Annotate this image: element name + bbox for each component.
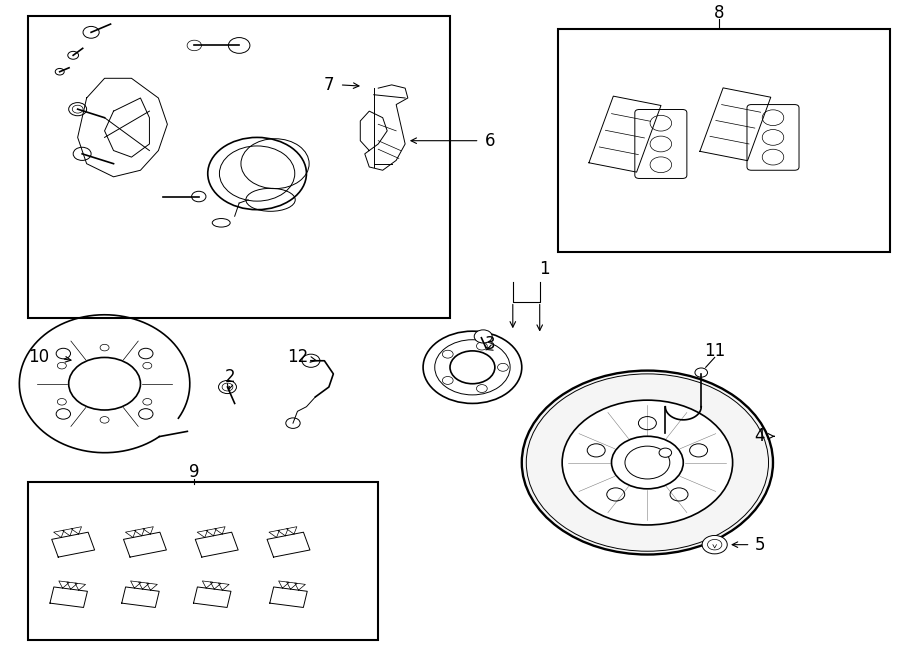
Circle shape (702, 535, 727, 554)
Circle shape (222, 383, 233, 391)
Circle shape (638, 416, 656, 430)
Circle shape (68, 102, 86, 116)
Circle shape (83, 26, 99, 38)
Circle shape (522, 371, 773, 555)
Circle shape (474, 330, 492, 343)
Circle shape (659, 448, 671, 457)
Circle shape (423, 331, 522, 403)
Text: 6: 6 (485, 132, 496, 149)
Circle shape (72, 105, 83, 113)
Ellipse shape (212, 219, 230, 227)
Circle shape (587, 444, 605, 457)
Text: 7: 7 (324, 76, 334, 94)
Circle shape (302, 354, 320, 368)
Circle shape (498, 364, 508, 371)
Circle shape (443, 377, 453, 385)
Bar (558, 29, 889, 253)
Text: 12: 12 (287, 348, 308, 366)
Circle shape (443, 350, 453, 358)
Text: 9: 9 (189, 463, 200, 481)
Circle shape (286, 418, 301, 428)
Text: 5: 5 (754, 535, 765, 554)
Text: 11: 11 (704, 342, 725, 360)
Text: 8: 8 (714, 3, 724, 22)
Circle shape (192, 191, 206, 202)
Bar (28, 483, 378, 640)
Circle shape (607, 488, 625, 501)
Circle shape (562, 400, 733, 525)
Circle shape (450, 351, 495, 384)
Circle shape (695, 368, 707, 377)
Circle shape (476, 342, 487, 350)
Circle shape (670, 488, 688, 501)
Circle shape (219, 381, 237, 393)
Circle shape (55, 69, 64, 75)
Text: 10: 10 (29, 348, 50, 366)
Text: 2: 2 (225, 368, 236, 386)
Circle shape (187, 40, 202, 51)
Circle shape (435, 340, 510, 395)
Text: 3: 3 (485, 335, 496, 354)
Circle shape (229, 38, 250, 54)
Circle shape (611, 436, 683, 489)
Circle shape (707, 539, 722, 550)
Circle shape (73, 147, 91, 161)
Circle shape (68, 52, 78, 59)
Text: 1: 1 (539, 260, 550, 278)
Circle shape (689, 444, 707, 457)
Circle shape (625, 446, 670, 479)
Bar (28, 16, 450, 318)
Text: 4: 4 (754, 427, 765, 446)
Circle shape (476, 385, 487, 393)
